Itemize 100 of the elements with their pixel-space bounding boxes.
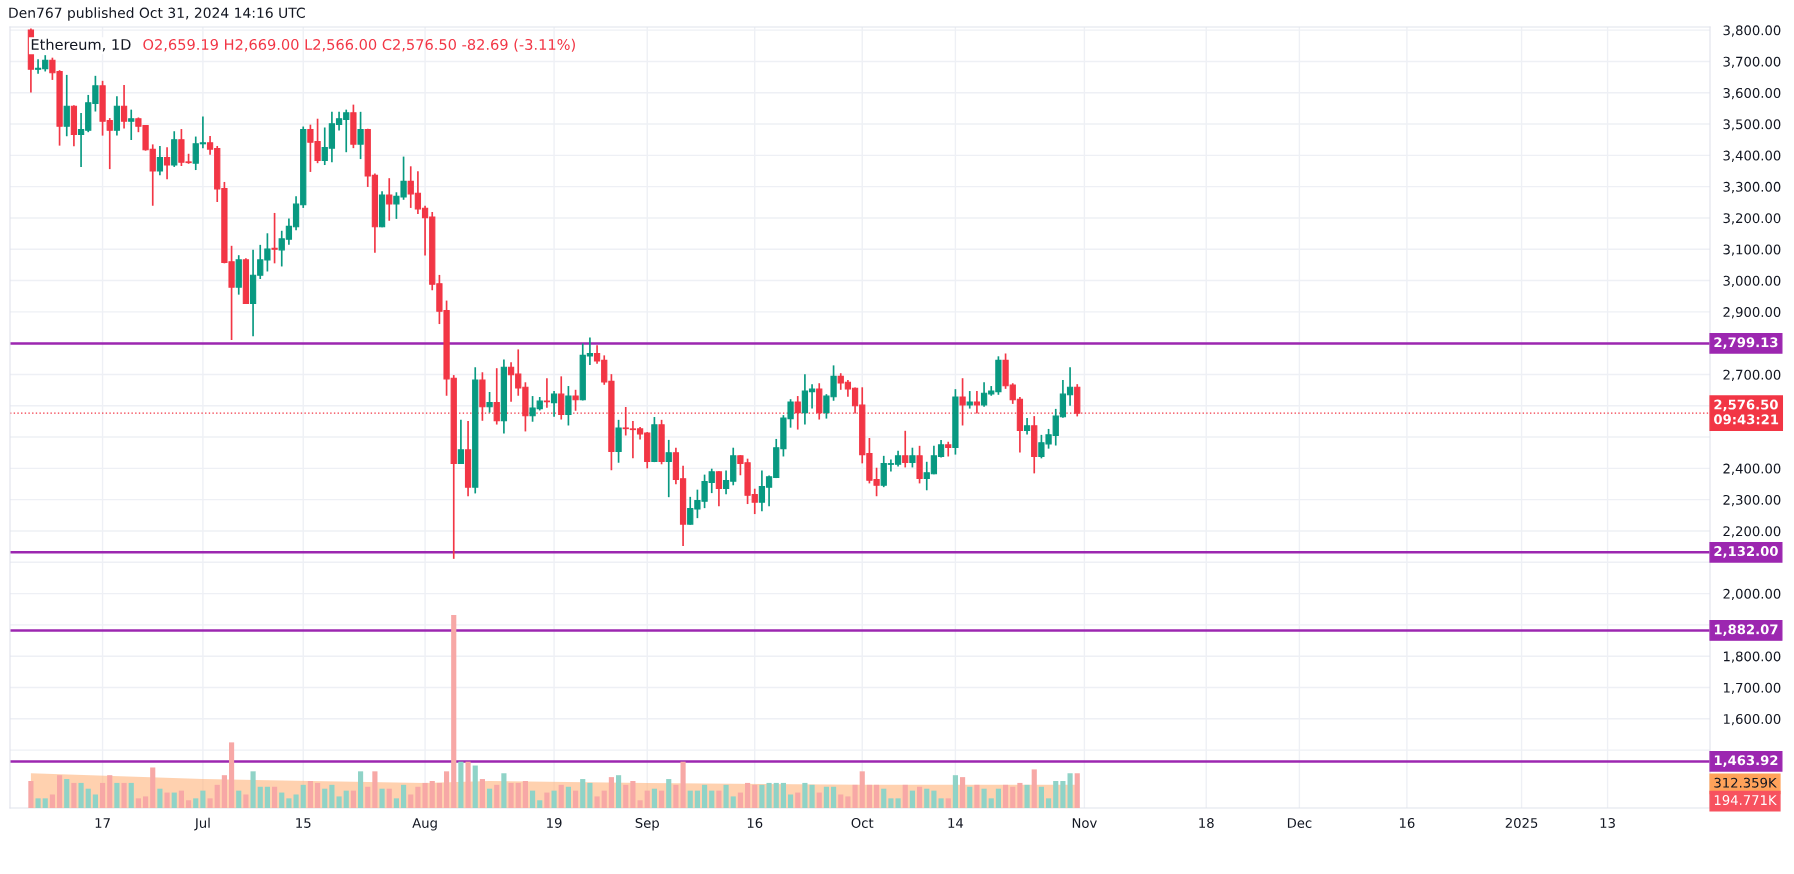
bar xyxy=(709,790,715,808)
y-tick-label: 3,300.00 xyxy=(1723,181,1781,194)
y-tick-label: 1,600.00 xyxy=(1723,714,1781,726)
bar xyxy=(271,786,278,808)
bar xyxy=(279,792,285,808)
bar xyxy=(465,761,471,808)
bar xyxy=(551,790,557,808)
bar xyxy=(142,796,149,808)
candlestick xyxy=(156,145,164,177)
candlestick xyxy=(163,146,171,180)
x-tick-label: Sep xyxy=(635,817,659,831)
candlestick xyxy=(572,388,579,412)
candlestick xyxy=(966,390,973,410)
x-tick-label: 18 xyxy=(1199,817,1214,828)
bar xyxy=(286,798,292,808)
bar xyxy=(1067,773,1073,808)
bar xyxy=(1017,782,1023,808)
bar xyxy=(809,784,815,808)
bar xyxy=(243,794,249,808)
bar xyxy=(687,790,693,808)
x-tick-label: 19 xyxy=(547,817,562,828)
y-tick-label: 2,200.00 xyxy=(1723,526,1781,538)
bar xyxy=(501,773,507,808)
bar xyxy=(515,782,521,808)
bar xyxy=(415,786,421,808)
bar xyxy=(522,780,528,808)
candlestick xyxy=(565,385,572,427)
y-tick-label: 3,700.00 xyxy=(1723,56,1781,68)
bar xyxy=(902,784,908,808)
bar xyxy=(701,784,708,808)
bar xyxy=(1031,769,1037,808)
bar xyxy=(680,761,686,808)
bar xyxy=(350,790,356,808)
ref-line-label: 1,882.07 xyxy=(1714,624,1778,637)
text: 312.359K xyxy=(1714,777,1777,788)
bar xyxy=(1045,798,1052,808)
bar xyxy=(42,798,48,808)
candlestick xyxy=(457,419,465,465)
bar xyxy=(1074,773,1080,808)
bar xyxy=(429,780,435,808)
bar xyxy=(372,771,378,808)
bar xyxy=(71,782,77,808)
bar xyxy=(1010,786,1016,808)
bar xyxy=(329,784,335,808)
candlestick xyxy=(128,108,135,141)
text: Ethereum, 1D xyxy=(31,38,131,52)
x-tick-label: 16 xyxy=(1399,817,1415,828)
bar xyxy=(723,784,729,808)
bar xyxy=(952,775,958,808)
candlestick xyxy=(357,110,364,160)
bar xyxy=(150,767,156,808)
bar xyxy=(1053,780,1059,808)
bar xyxy=(49,794,55,808)
bar xyxy=(436,782,442,808)
y-tick-label: 1,800.00 xyxy=(1723,651,1781,663)
bar xyxy=(193,798,199,808)
bar xyxy=(594,796,600,808)
text: O2,659.19 H2,669.00 L2,566.00 C2,576.50 -82.69 (-3.11%) xyxy=(143,38,575,52)
bar xyxy=(737,792,743,808)
y-tick-label: 3,400.00 xyxy=(1723,150,1781,162)
y-tick-label: 2,400.00 xyxy=(1723,463,1781,475)
bar xyxy=(623,784,629,808)
candlestick xyxy=(271,212,278,265)
y-tick-label: 3,100.00 xyxy=(1723,244,1781,256)
bar xyxy=(637,800,643,808)
bar xyxy=(759,784,765,808)
bar xyxy=(529,790,536,808)
bar xyxy=(250,771,256,808)
bar xyxy=(888,798,894,808)
bar xyxy=(386,788,392,808)
bar xyxy=(121,782,127,808)
candlestick xyxy=(615,419,622,464)
bar xyxy=(558,784,564,808)
bar xyxy=(959,777,966,808)
bar xyxy=(895,798,901,808)
ref-line-label: 1,463.92 xyxy=(1714,755,1778,767)
bar xyxy=(300,784,306,808)
bar xyxy=(314,782,321,808)
bar xyxy=(486,788,493,808)
bar xyxy=(816,792,822,808)
bar xyxy=(1024,784,1030,808)
bar xyxy=(658,790,665,808)
bar xyxy=(859,771,865,808)
y-tick-label: 3,600.00 xyxy=(1723,87,1781,100)
bar xyxy=(945,798,951,808)
candlestick xyxy=(558,375,565,421)
bar xyxy=(28,780,34,808)
bar xyxy=(694,790,700,808)
y-tick-label: 2,700.00 xyxy=(1723,369,1781,382)
y-tick-label: 2,000.00 xyxy=(1723,588,1781,601)
bar xyxy=(293,794,299,808)
x-tick-label: 15 xyxy=(296,818,311,828)
bar xyxy=(802,782,808,808)
candlestick xyxy=(902,429,909,469)
bar xyxy=(995,788,1001,808)
x-tick-label: Nov xyxy=(1072,818,1097,828)
bar xyxy=(365,786,371,808)
bar xyxy=(479,779,485,808)
y-tick-label: 2,900.00 xyxy=(1723,307,1781,319)
bar xyxy=(967,786,973,808)
